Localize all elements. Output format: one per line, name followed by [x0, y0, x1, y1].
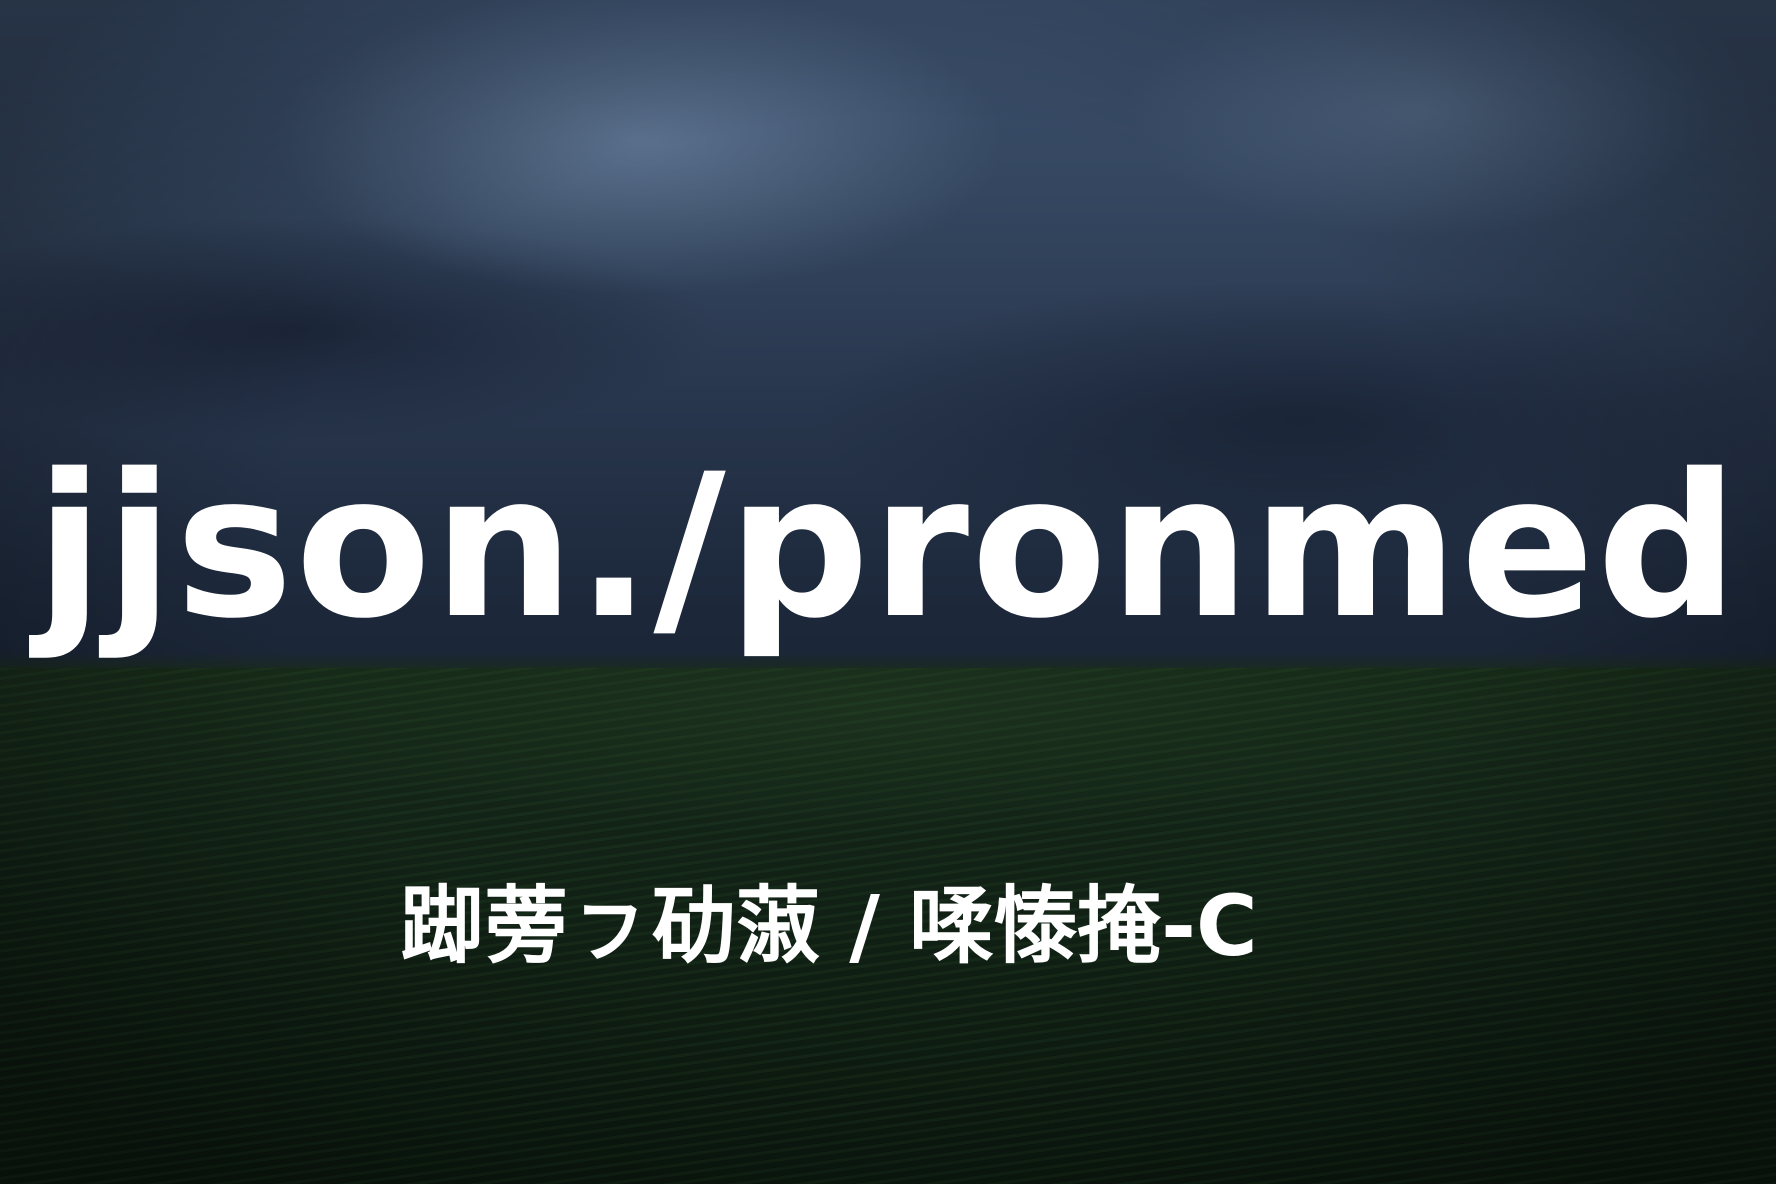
stormy-sky: [0, 0, 1776, 672]
grass-field: [0, 668, 1776, 1184]
subtitle-text: 踋蒡ㇷ劯蔋 / 㖻㥭掩-C: [400, 877, 1258, 975]
title-text: jjson./pronmed: [35, 431, 1741, 662]
